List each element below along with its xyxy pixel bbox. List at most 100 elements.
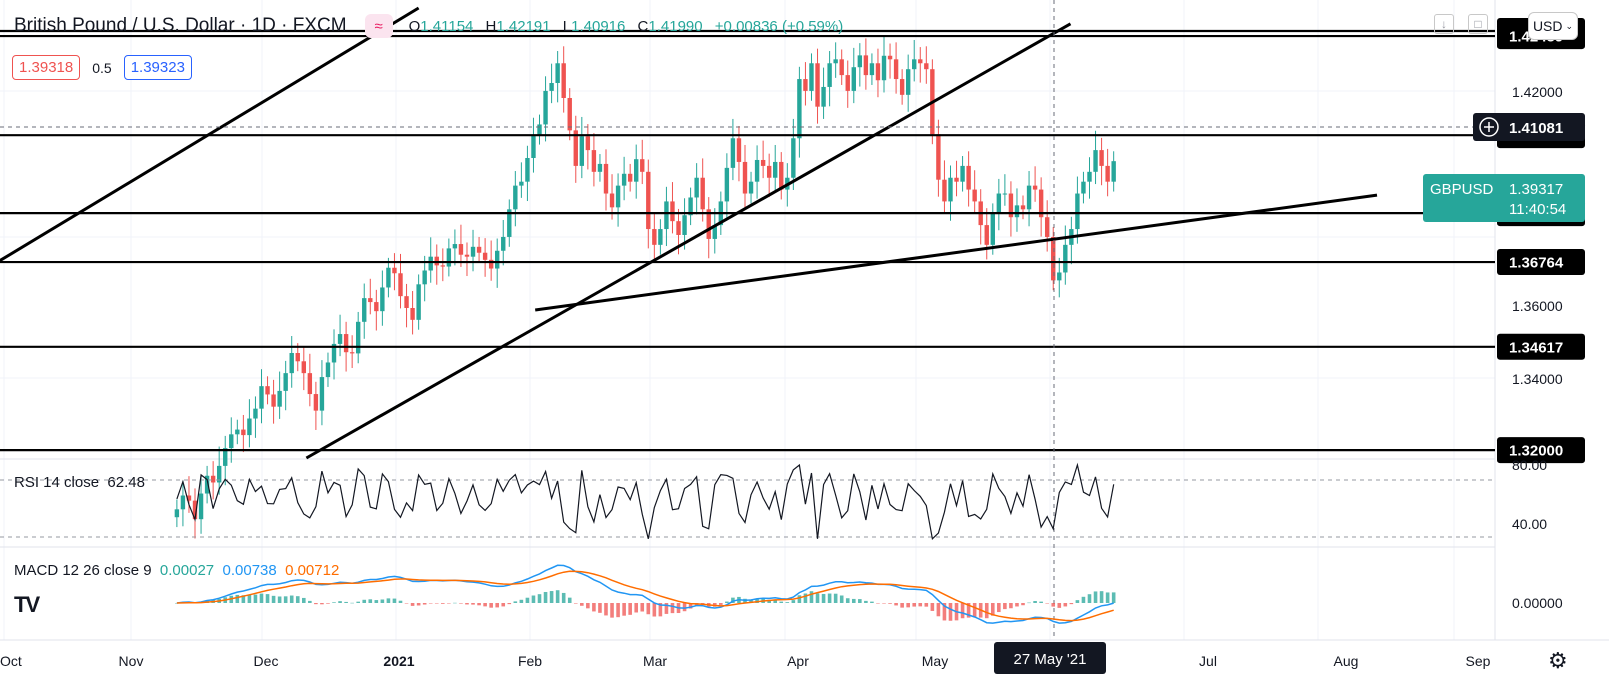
rsi-label: RSI 14 close — [14, 474, 100, 491]
macd-histogram-bar — [489, 603, 493, 608]
candle-body — [954, 177, 959, 182]
time-axis-tick: Apr — [787, 653, 809, 669]
macd-histogram-bar — [906, 603, 910, 608]
crosshair-date-tag[interactable] — [994, 642, 1106, 674]
candle-body — [664, 201, 669, 230]
candle-body — [452, 244, 458, 249]
macd-histogram-bar — [428, 603, 433, 604]
macd-histogram-bar — [495, 603, 500, 608]
crosshair-price-label: 1.41081 — [1509, 120, 1563, 137]
ohlc-close-key: C — [637, 17, 649, 35]
candle-body — [603, 163, 609, 194]
macd-histogram-bar — [326, 603, 330, 604]
candle-body — [1032, 185, 1038, 190]
level-price-label: 1.34617 — [1509, 339, 1563, 356]
macd-histogram-bar — [779, 601, 784, 603]
macd-label: MACD 12 26 close 9 — [14, 562, 152, 579]
maximize-icon[interactable]: □ — [1468, 14, 1488, 34]
candle-body — [488, 259, 494, 269]
macd-histogram-bar — [924, 603, 929, 607]
macd-histogram-bar — [719, 603, 723, 605]
last-price-symbol: GBPUSD — [1430, 181, 1494, 198]
trend-line[interactable] — [0, 6, 420, 262]
macd-line-value: 0.00738 — [222, 562, 277, 579]
symbol-title[interactable]: British Pound / U.S. Dollar · 1D · FXCM — [14, 15, 347, 36]
macd-histogram-bar — [283, 596, 288, 603]
candle-body — [839, 59, 844, 76]
tradingview-exchange-icon[interactable]: ≈ — [364, 14, 393, 38]
macd-histogram-bar — [864, 600, 868, 603]
macd-histogram-bar — [894, 603, 898, 606]
buy-button[interactable]: 1.39323 — [123, 55, 192, 80]
macd-histogram-bar — [1099, 591, 1104, 603]
macd-legend[interactable]: MACD 12 26 close 9 0.00027 0.00738 0.007… — [14, 562, 339, 579]
macd-histogram-bar — [628, 603, 632, 615]
candle-body — [815, 63, 820, 107]
macd-histogram-bar — [235, 594, 240, 603]
level-price-tag[interactable] — [1497, 249, 1585, 276]
candle-body — [736, 138, 742, 162]
candle-body — [579, 136, 585, 166]
candle-body — [942, 179, 947, 202]
macd-histogram-bar — [344, 601, 348, 603]
trade-buttons: 1.39318 0.5 1.39323 — [12, 55, 192, 80]
sell-button[interactable]: 1.39318 — [12, 55, 81, 80]
macd-histogram-bar — [972, 603, 977, 618]
macd-histogram-bar — [1003, 603, 1007, 610]
time-axis[interactable]: Oct Nov Dec 2021 Feb Mar Apr May Jul Aug Sep 27 May… — [0, 642, 1491, 674]
candle-body — [440, 265, 446, 267]
candle-body — [319, 377, 325, 411]
macd-histogram-bar — [507, 603, 512, 605]
macd-histogram-bar — [271, 595, 276, 603]
candle-body — [331, 343, 337, 363]
currency-dropdown[interactable]: USD ⌄ — [1528, 12, 1578, 40]
macd-histogram-bar — [767, 599, 771, 603]
rsi-pane — [0, 462, 1495, 540]
tradingview-logo-icon[interactable]: TV — [14, 592, 40, 617]
macd-histogram-bar — [308, 600, 312, 603]
macd-histogram-bar — [1069, 603, 1074, 605]
horizontal-levels[interactable] — [0, 29, 1495, 452]
level-price-tag[interactable] — [1497, 437, 1585, 464]
macd-histogram-bar — [253, 594, 258, 603]
rsi-axis-tick: 80.00 — [1512, 457, 1547, 473]
macd-histogram-bar — [773, 599, 778, 603]
last-price-tag[interactable] — [1423, 174, 1585, 222]
macd-histogram-bar — [797, 595, 802, 603]
macd-histogram-bar — [755, 598, 759, 603]
trend-line[interactable] — [305, 22, 1072, 460]
candle-body — [422, 270, 427, 285]
candle-body — [640, 159, 645, 172]
candle-body — [712, 225, 717, 239]
crosshair-price-tag[interactable] — [1473, 113, 1585, 141]
candle-body — [537, 124, 542, 135]
ohlc-close-value: 1.41990 — [648, 17, 703, 35]
plus-circle-icon[interactable] — [1479, 117, 1499, 137]
trend-line[interactable] — [534, 193, 1378, 312]
candle-body — [1075, 193, 1080, 230]
candle-body — [863, 55, 869, 76]
gear-icon[interactable]: ⚙ — [1548, 648, 1568, 673]
level-price-tag[interactable] — [1497, 333, 1585, 360]
price-axis-tick: 1.34000 — [1512, 371, 1563, 387]
download-icon[interactable]: ↓ — [1434, 14, 1454, 34]
chart-toolbar: ↓ □ — [1434, 14, 1488, 34]
macd-histogram-bar — [295, 596, 300, 603]
rsi-legend[interactable]: RSI 14 close 62.48 — [14, 474, 145, 491]
candle-body — [791, 138, 796, 178]
candle-body — [1105, 165, 1110, 182]
macd-histogram-bar — [332, 602, 336, 603]
macd-histogram-bar — [1105, 592, 1110, 603]
candle-body — [779, 161, 784, 190]
candle-body — [881, 55, 887, 81]
candle-body — [905, 69, 911, 95]
macd-histogram-bar — [900, 603, 904, 608]
macd-histogram-bar — [573, 603, 578, 604]
trend-lines[interactable] — [0, 6, 1378, 460]
macd-histogram-bar — [1027, 602, 1031, 604]
macd-histogram-bar — [392, 598, 397, 603]
price-axis[interactable]: 11.424891.399781.380031.367641.346171.32… — [1423, 18, 1585, 611]
candle-body — [597, 163, 603, 172]
macd-histogram-bar — [1111, 592, 1116, 603]
